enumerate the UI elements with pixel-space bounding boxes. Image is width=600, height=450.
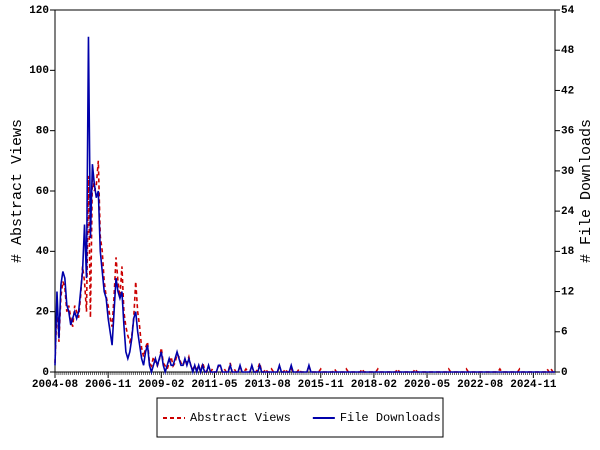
y2-tick-label: 6 bbox=[561, 327, 568, 339]
y2-tick-label: 24 bbox=[561, 206, 575, 218]
y2-axis-title: # File Downloads bbox=[578, 119, 595, 263]
x-tick-label: 2020-05 bbox=[404, 379, 451, 391]
y2-tick-label: 36 bbox=[561, 126, 574, 138]
x-tick-label: 2006-11 bbox=[85, 379, 132, 391]
x-tick-label: 2011-05 bbox=[191, 379, 238, 391]
y-tick-label: 0 bbox=[42, 367, 49, 379]
y-tick-label: 100 bbox=[29, 65, 49, 77]
x-tick-label: 2015-11 bbox=[298, 379, 345, 391]
legend-label: Abstract Views bbox=[190, 411, 291, 425]
x-tick-label: 2009-02 bbox=[138, 379, 184, 391]
y2-tick-label: 48 bbox=[561, 45, 575, 57]
plot-frame bbox=[54, 9, 556, 373]
y-tick-label: 20 bbox=[36, 307, 49, 319]
y-tick-label: 120 bbox=[29, 5, 49, 17]
y-tick-label: 80 bbox=[36, 126, 49, 138]
y-tick-label: 60 bbox=[36, 186, 49, 198]
y2-tick-label: 0 bbox=[561, 367, 568, 379]
y2-tick-label: 12 bbox=[561, 286, 574, 298]
y2-tick-label: 18 bbox=[561, 246, 575, 258]
y-tick-label: 40 bbox=[36, 246, 49, 258]
legend-box bbox=[156, 397, 444, 438]
x-tick-label: 2004-08 bbox=[32, 379, 79, 391]
y2-tick-label: 42 bbox=[561, 85, 574, 97]
data-line bbox=[54, 36, 555, 375]
y2-tick-label: 30 bbox=[561, 166, 574, 178]
x-tick-label: 2018-02 bbox=[351, 379, 397, 391]
y2-tick-label: 54 bbox=[561, 5, 575, 17]
x-tick-label: 2013-08 bbox=[244, 379, 291, 391]
legend-label: File Downloads bbox=[340, 411, 441, 425]
y-axis-title: # Abstract Views bbox=[9, 119, 26, 263]
x-tick-label: 2024-11 bbox=[510, 379, 557, 391]
x-tick-label: 2022-08 bbox=[457, 379, 504, 391]
